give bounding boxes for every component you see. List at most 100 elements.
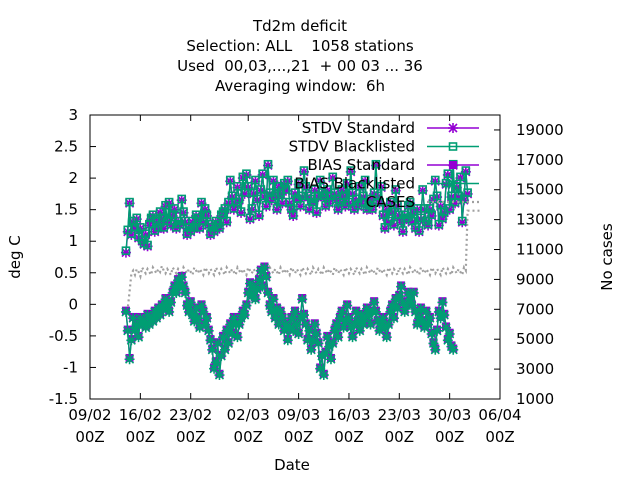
- data-point: [401, 300, 412, 311]
- data-point: [136, 223, 145, 232]
- data-point: [125, 197, 134, 207]
- data-point: [444, 204, 455, 215]
- data-point: [225, 175, 235, 185]
- data-point: [361, 303, 372, 314]
- data-point: [443, 169, 453, 178]
- x-tick-label-date: 09/03: [277, 406, 320, 424]
- data-point: [170, 204, 179, 213]
- x-tick-label-hour: 00Z: [485, 428, 514, 446]
- data-point: [338, 322, 349, 333]
- data-point: [257, 281, 268, 292]
- data-point: [457, 217, 468, 228]
- data-point: [423, 319, 434, 330]
- data-point: [300, 319, 311, 330]
- series-stdv-blacklisted: [121, 159, 472, 255]
- y-tick-label: -1.5: [49, 390, 78, 408]
- data-point: [245, 214, 256, 225]
- data-point: [296, 200, 305, 210]
- y2-tick-label: 15000: [516, 181, 564, 199]
- y2-tick-label: 3000: [516, 360, 554, 378]
- chart-title-line-2: Selection: ALL 1058 stations: [186, 37, 414, 55]
- data-point: [282, 335, 293, 346]
- data-point: [279, 325, 290, 336]
- x-tick-label-hour: 00Z: [126, 428, 155, 446]
- data-point: [261, 200, 271, 210]
- data-point: [228, 313, 239, 324]
- data-point: [456, 172, 465, 182]
- data-point: [124, 354, 135, 365]
- data-point: [392, 303, 403, 314]
- data-point: [423, 219, 433, 229]
- legend-label: BIAS Standard: [307, 156, 415, 174]
- data-point: [196, 300, 207, 311]
- data-point: [283, 175, 293, 185]
- data-point: [327, 338, 338, 349]
- data-point: [426, 328, 437, 339]
- data-point: [297, 191, 307, 201]
- x-tick-label-date: 23/02: [169, 406, 212, 424]
- data-point: [418, 185, 427, 194]
- data-point: [268, 294, 279, 305]
- data-point: [320, 347, 331, 358]
- data-point: [328, 172, 338, 182]
- data-point: [154, 223, 163, 232]
- x-tick-label-hour: 00Z: [385, 428, 414, 446]
- data-point: [243, 182, 253, 191]
- data-point: [241, 300, 252, 311]
- data-point: [420, 204, 429, 213]
- data-point: [121, 246, 131, 255]
- data-point: [191, 303, 202, 314]
- data-point: [342, 178, 352, 188]
- data-point: [138, 316, 149, 327]
- data-point: [185, 297, 196, 308]
- data-point: [263, 159, 273, 169]
- data-point: [354, 325, 365, 336]
- data-point: [133, 332, 144, 343]
- right-axis: 1000 3000 5000 7000 9000 11000 13000 15000 17000…: [494, 121, 564, 408]
- data-point: [430, 344, 441, 355]
- data-point: [288, 210, 299, 221]
- data-point: [374, 325, 385, 336]
- data-point: [412, 319, 423, 330]
- data-point: [383, 319, 394, 330]
- y-axis-label: deg C: [6, 235, 24, 279]
- data-point: [313, 338, 324, 349]
- data-point: [329, 325, 340, 336]
- series-cases: [125, 209, 481, 312]
- data-point: [414, 226, 424, 235]
- data-point: [446, 341, 457, 352]
- data-point: [428, 338, 439, 349]
- legend-label: STDV Standard: [302, 119, 415, 137]
- x-tick-label-date: 09/02: [68, 406, 111, 424]
- y2-tick-label: 17000: [516, 151, 564, 169]
- data-point: [126, 335, 137, 346]
- x-tick-label-hour: 00Z: [176, 428, 205, 446]
- data-point: [437, 297, 448, 308]
- data-point: [194, 223, 205, 234]
- data-point: [216, 351, 227, 362]
- data-point: [396, 281, 407, 292]
- data-point: [383, 217, 394, 228]
- data-point: [432, 191, 442, 201]
- data-point: [227, 328, 238, 339]
- data-point: [254, 275, 265, 286]
- data-point: [219, 344, 230, 355]
- legend-label: CASES: [366, 193, 415, 211]
- data-point: [457, 216, 467, 226]
- data-point: [165, 297, 176, 308]
- data-point: [275, 306, 286, 317]
- data-point: [247, 204, 257, 213]
- data-point: [126, 229, 137, 240]
- data-point: [462, 188, 473, 199]
- data-point: [202, 210, 212, 220]
- data-point: [288, 210, 298, 220]
- data-point: [234, 319, 245, 330]
- legend-swatch-marker: [448, 178, 458, 189]
- data-point: [122, 325, 133, 336]
- legend-label: STDV Blacklisted: [289, 138, 415, 156]
- x-tick-label-date: 16/03: [327, 406, 370, 424]
- data-point: [223, 338, 234, 349]
